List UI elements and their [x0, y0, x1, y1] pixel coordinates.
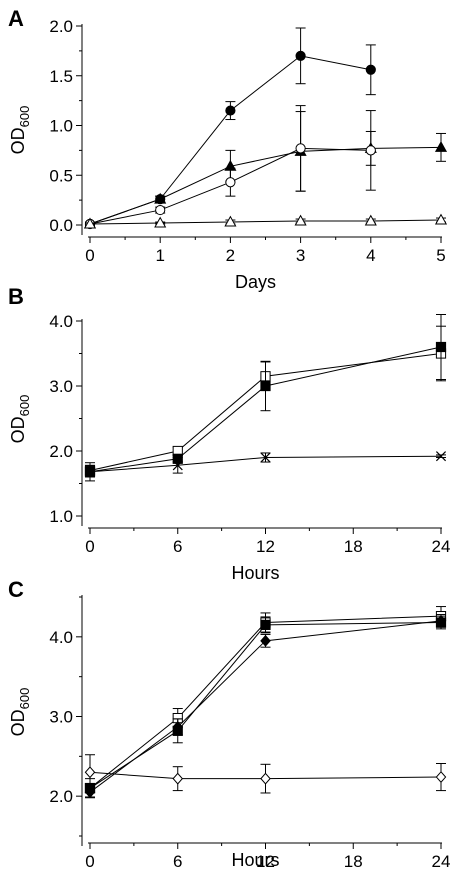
data-point-cross [435, 451, 447, 462]
series-line [89, 55, 371, 225]
data-point-triangle-open [83, 217, 97, 229]
data-point-triangle-filled [154, 192, 167, 204]
x-tick-label: 5 [436, 246, 445, 265]
y-tick-label: 2.0 [49, 787, 73, 806]
data-point-triangle-open [154, 216, 167, 228]
data-point-cross [260, 452, 271, 463]
data-point-square-filled [435, 341, 447, 353]
series-line [89, 615, 442, 789]
panel-label: A [8, 6, 24, 31]
x-axis-title: Hours [231, 563, 279, 583]
data-point-circle-open [365, 145, 376, 156]
series-diamond-filled [84, 614, 447, 799]
data-point-circle-open [225, 177, 236, 188]
series-cross [84, 451, 447, 478]
y-tick-label: 4.0 [49, 312, 73, 331]
panel-a: A 0.0 0.5 1.0 1.5 2.0 0 1 2 3 4 5 Days OD600 [8, 6, 448, 292]
data-point-square-filled [260, 380, 271, 392]
x-tick-label: 1 [155, 246, 164, 265]
data-point-diamond-filled [172, 720, 184, 733]
x-tick-label: 3 [296, 246, 305, 265]
series-line [89, 455, 442, 473]
panel-label: B [8, 284, 24, 309]
series-diamond-open [84, 754, 447, 794]
y-tick-label: 2.0 [49, 442, 73, 461]
x-tick-label: 24 [432, 537, 451, 556]
data-point-diamond-filled [260, 634, 271, 647]
data-point-square-filled [260, 619, 271, 630]
series-line [89, 146, 442, 225]
data-point-diamond-open [84, 766, 96, 779]
cross-stroke [260, 452, 271, 463]
data-point-circle-filled [225, 105, 236, 116]
y-axis-title: OD600 [8, 395, 32, 444]
x-tick-label: 2 [226, 246, 235, 265]
data-point-triangle-filled [434, 140, 448, 152]
y-tick-label: 3.0 [49, 377, 73, 396]
y-axis-title-main: OD [8, 709, 28, 736]
data-point-circle-filled [365, 64, 376, 75]
cross-stroke [435, 451, 447, 462]
x-tick-label: 6 [173, 852, 182, 871]
data-point-cross [84, 466, 96, 477]
series-triangle-filled [83, 111, 448, 229]
data-point-cross [172, 460, 183, 471]
x-tick-label: 18 [344, 537, 363, 556]
data-point-triangle-open [294, 214, 307, 226]
y-axis-title-main: OD [8, 127, 28, 154]
y-axis-title: OD600 [8, 106, 32, 155]
data-point-circle-open [155, 204, 166, 216]
y-tick-label: 0.5 [49, 166, 73, 185]
x-axis-title: Hours [231, 850, 279, 870]
y-tick-label: 1.0 [49, 117, 73, 136]
data-point-diamond-filled [435, 614, 447, 627]
data-point-diamond-open [172, 772, 184, 785]
series-line [89, 353, 442, 471]
x-tick-label: 6 [173, 537, 182, 556]
y-tick-label: 0.0 [49, 216, 73, 235]
data-point-diamond-open [435, 771, 447, 784]
series-line [89, 219, 442, 225]
panel-b: B 1.0 2.0 3.0 4.0 0 6 12 18 24 Hours OD600 [8, 284, 450, 583]
cross-stroke [84, 466, 96, 477]
x-tick-label: 18 [344, 852, 363, 871]
y-axis-title-subscript: 600 [17, 395, 32, 417]
series-circle-filled [84, 27, 376, 230]
x-tick-label: 4 [366, 246, 375, 265]
series-line [89, 620, 442, 793]
panel-c: C 2.0 3.0 4.0 0 6 12 18 24 Hours OD600 [8, 577, 450, 871]
cross-stroke [172, 460, 183, 471]
x-tick-label: 24 [432, 852, 451, 871]
y-tick-label: 4.0 [49, 628, 73, 647]
data-point-triangle-open [224, 215, 237, 227]
y-axis-title-main: OD [8, 416, 28, 443]
data-point-circle-filled [295, 50, 306, 61]
y-axis-title-subscript: 600 [17, 106, 32, 128]
y-tick-label: 2.0 [49, 17, 73, 36]
series-line [89, 771, 442, 780]
data-point-triangle-open [434, 213, 448, 225]
series-line [89, 346, 442, 473]
y-tick-label: 1.5 [49, 67, 73, 86]
panel-label: C [8, 577, 24, 602]
y-axis-title-subscript: 600 [17, 688, 32, 710]
data-point-circle-open [295, 143, 306, 154]
x-tick-label: 12 [256, 537, 275, 556]
y-axis-title: OD600 [8, 688, 32, 737]
y-tick-label: 3.0 [49, 708, 73, 727]
data-point-diamond-open [260, 772, 271, 785]
x-tick-label: 0 [85, 246, 94, 265]
x-tick-label: 0 [85, 852, 94, 871]
series-triangle-open [83, 213, 448, 229]
data-point-triangle-open [364, 214, 377, 226]
x-axis-title: Days [235, 272, 276, 292]
y-tick-label: 1.0 [49, 507, 73, 526]
x-tick-label: 12 [256, 852, 275, 871]
x-tick-label: 0 [85, 537, 94, 556]
